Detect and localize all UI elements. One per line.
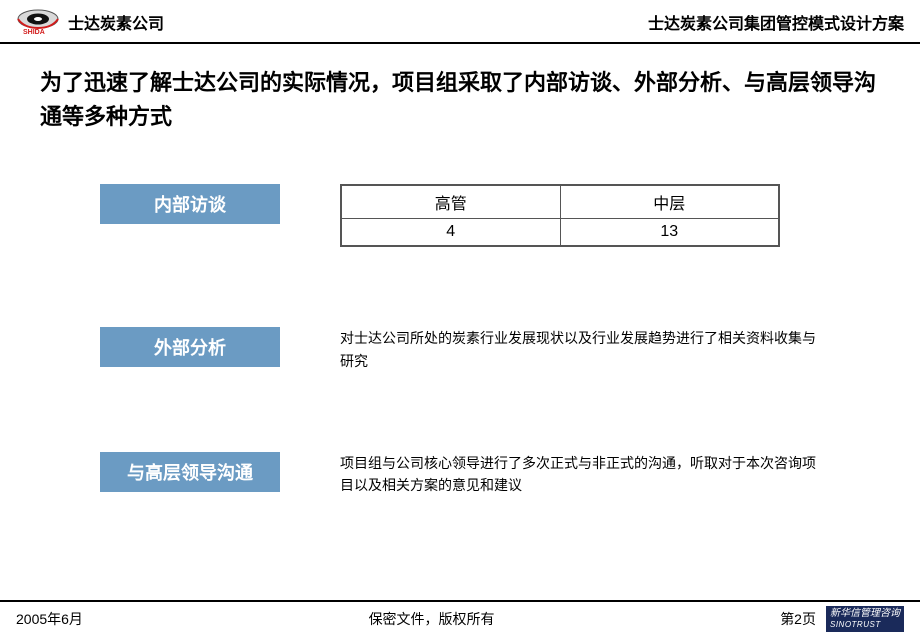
- svg-text:SHIDA: SHIDA: [23, 29, 45, 36]
- company-name: 士达炭素公司: [68, 10, 164, 34]
- footer-date: 2005年6月: [16, 609, 83, 629]
- title-block: 为了迅速了解士达公司的实际情况，项目组采取了内部访谈、外部分析、与高层领导沟通等…: [0, 44, 920, 144]
- table-block: 高管 中层 4 13: [340, 184, 860, 247]
- interview-table: 高管 中层 4 13: [340, 184, 780, 247]
- badge-cn: 新华信管理咨询: [830, 608, 900, 620]
- footer-bar: 2005年6月 保密文件，版权所有 第2页 新华信管理咨询 SINOTRUST: [0, 600, 920, 636]
- desc-external-analysis: 对士达公司所处的炭素行业发展现状以及行业发展趋势进行了相关资料收集与研究: [340, 327, 820, 372]
- consultant-badge-icon: 新华信管理咨询 SINOTRUST: [826, 606, 904, 632]
- badge-en: SINOTRUST: [830, 620, 900, 630]
- footer-page: 第2页: [780, 609, 816, 629]
- table-cell: 13: [560, 219, 779, 247]
- desc-block: 项目组与公司核心领导进行了多次正式与非正式的沟通，听取对于本次咨询项目以及相关方…: [340, 452, 860, 497]
- table-header-cell: 中层: [560, 185, 779, 219]
- table-row: 4 13: [341, 219, 779, 247]
- header-left: SHIDA 士达炭素公司: [16, 8, 164, 36]
- desc-block: 对士达公司所处的炭素行业发展现状以及行业发展趋势进行了相关资料收集与研究: [340, 327, 860, 372]
- footer-confidential: 保密文件，版权所有: [369, 609, 495, 629]
- table-header-cell: 高管: [341, 185, 560, 219]
- table-cell: 4: [341, 219, 560, 247]
- section-internal-interview: 内部访谈 高管 中层 4 13: [100, 184, 860, 247]
- pill-internal-interview: 内部访谈: [100, 184, 280, 224]
- company-logo-icon: SHIDA: [16, 8, 60, 36]
- content-area: 内部访谈 高管 中层 4 13 外部分析 对士达公司所处的炭素行业发展现状以及行…: [0, 144, 920, 497]
- desc-leadership-comm: 项目组与公司核心领导进行了多次正式与非正式的沟通，听取对于本次咨询项目以及相关方…: [340, 452, 820, 497]
- pill-external-analysis: 外部分析: [100, 327, 280, 367]
- header-bar: SHIDA 士达炭素公司 士达炭素公司集团管控模式设计方案: [0, 0, 920, 44]
- footer-right: 第2页 新华信管理咨询 SINOTRUST: [780, 606, 904, 632]
- section-external-analysis: 外部分析 对士达公司所处的炭素行业发展现状以及行业发展趋势进行了相关资料收集与研…: [100, 327, 860, 372]
- table-row: 高管 中层: [341, 185, 779, 219]
- pill-leadership-comm: 与高层领导沟通: [100, 452, 280, 492]
- document-title: 士达炭素公司集团管控模式设计方案: [648, 10, 904, 34]
- section-leadership-comm: 与高层领导沟通 项目组与公司核心领导进行了多次正式与非正式的沟通，听取对于本次咨…: [100, 452, 860, 497]
- page-title: 为了迅速了解士达公司的实际情况，项目组采取了内部访谈、外部分析、与高层领导沟通等…: [40, 66, 880, 134]
